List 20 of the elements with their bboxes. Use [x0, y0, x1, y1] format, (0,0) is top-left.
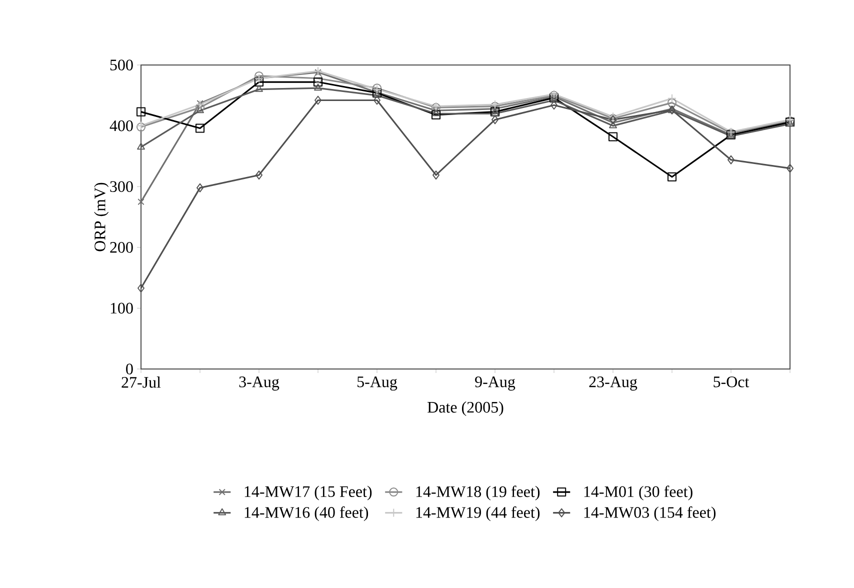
x-tick-label: 5-Oct	[714, 376, 750, 388]
x-axis-title: Date (2005)	[428, 401, 504, 416]
x-tick-label: 5-Aug	[357, 376, 398, 391]
y-tick-label: 500	[110, 60, 133, 70]
y-tick-label: 0	[126, 364, 133, 374]
y-tick-label: 300	[110, 181, 133, 192]
legend-label: 14-MW19 (44 feet)	[416, 506, 540, 522]
legend-label: 14-MW17 (15 Feet)	[244, 486, 372, 500]
x-tick-label: 9-Aug	[475, 376, 516, 391]
x-tick-label: 27-Jul	[122, 376, 161, 388]
y-tick-label: 100	[110, 302, 133, 314]
legend-label: 14-MW18 (19 feet)	[416, 486, 540, 500]
legend-label: 14-MW16 (40 feet)	[244, 506, 368, 522]
x-tick-label: 3-Aug	[239, 376, 280, 391]
y-tick-label: 200	[110, 242, 133, 253]
legend-label: 14-M01 (30 feet)	[584, 486, 692, 500]
y-axis-title: ORP (mV)	[94, 182, 109, 252]
x-tick-label: 23-Aug	[589, 376, 638, 391]
legend-label: 14-MW03 (154 feet)	[584, 506, 716, 522]
y-tick-label: 400	[110, 120, 133, 132]
